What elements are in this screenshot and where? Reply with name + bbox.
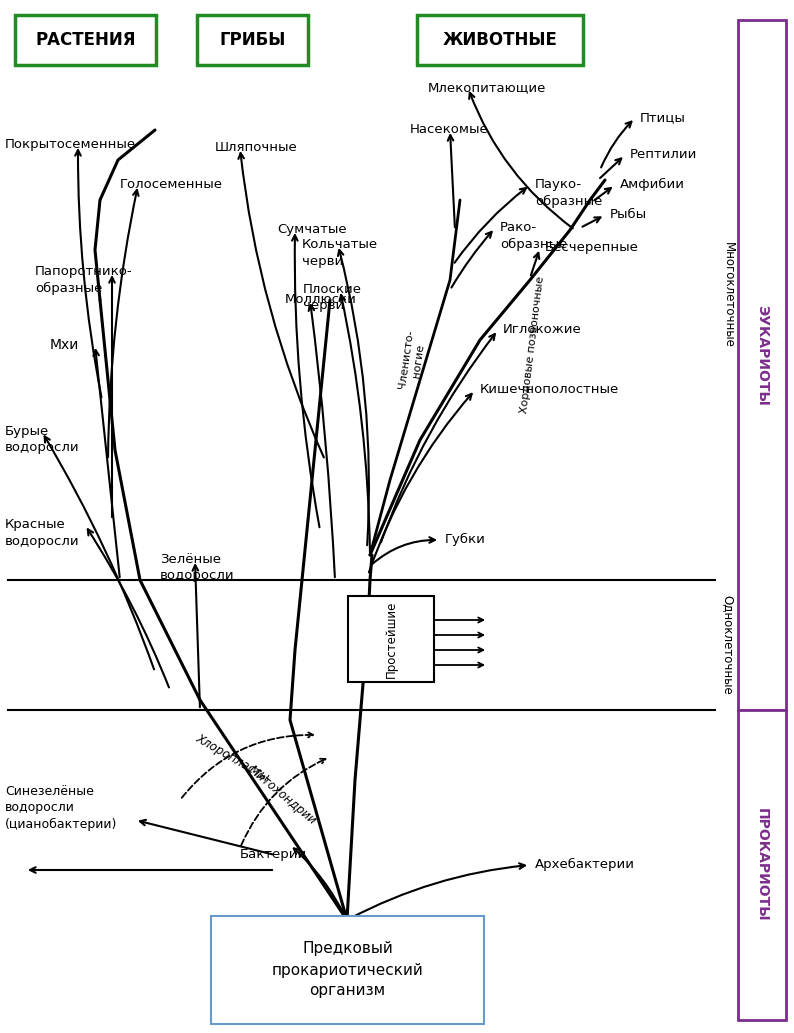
- Text: Птицы: Птицы: [640, 111, 686, 124]
- Text: Насекомые: Насекомые: [410, 123, 489, 136]
- Text: Папоротнико-
образные: Папоротнико- образные: [35, 265, 133, 294]
- Text: Бесчерепные: Бесчерепные: [545, 241, 639, 254]
- FancyBboxPatch shape: [417, 15, 583, 65]
- Text: Голосеменные: Голосеменные: [120, 178, 223, 191]
- Text: Иглокожие: Иглокожие: [503, 323, 582, 336]
- Text: Покрытосеменные: Покрытосеменные: [5, 138, 136, 151]
- Text: Сумчатые: Сумчатые: [277, 223, 347, 236]
- Text: ГРИБЫ: ГРИБЫ: [219, 31, 286, 49]
- Text: Бурые
водоросли: Бурые водоросли: [5, 425, 79, 455]
- Text: Членисто-
ногие: Членисто- ногие: [397, 328, 427, 392]
- Text: Многоклеточные: Многоклеточные: [722, 242, 734, 348]
- Text: Моллюски: Моллюски: [285, 293, 357, 306]
- Text: Синезелёные
водоросли
(цианобактерии): Синезелёные водоросли (цианобактерии): [5, 785, 118, 832]
- Text: РАСТЕНИЯ: РАСТЕНИЯ: [35, 31, 136, 49]
- Text: Зелёные
водоросли: Зелёные водоросли: [160, 553, 234, 583]
- Text: ЭУКАРИОТЫ: ЭУКАРИОТЫ: [755, 305, 769, 405]
- Text: Амфибии: Амфибии: [620, 178, 685, 191]
- Text: Шляпочные: Шляпочные: [215, 140, 298, 154]
- Text: ЖИВОТНЫЕ: ЖИВОТНЫЕ: [442, 31, 557, 49]
- Text: Мхи: Мхи: [50, 338, 79, 352]
- Text: Митохондрии: Митохондрии: [245, 762, 318, 827]
- Text: Красные
водоросли: Красные водоросли: [5, 518, 79, 547]
- Text: Млекопитающие: Млекопитающие: [428, 81, 546, 94]
- Text: Одноклеточные: Одноклеточные: [722, 595, 734, 695]
- FancyBboxPatch shape: [738, 710, 786, 1020]
- Text: Бактерии: Бактерии: [240, 848, 307, 860]
- Text: Рептилии: Рептилии: [630, 148, 697, 161]
- Text: Кишечнополостные: Кишечнополостные: [480, 383, 619, 396]
- Text: Губки: Губки: [445, 533, 486, 546]
- Text: Предковый
прокариотический
организм: Предковый прокариотический организм: [272, 941, 423, 999]
- Text: ПРОКАРИОТЫ: ПРОКАРИОТЫ: [755, 808, 769, 921]
- FancyBboxPatch shape: [15, 15, 156, 65]
- Text: Хордовые позвоночные: Хордовые позвоночные: [518, 276, 545, 414]
- FancyBboxPatch shape: [738, 20, 786, 710]
- FancyBboxPatch shape: [197, 15, 308, 65]
- FancyBboxPatch shape: [211, 916, 484, 1024]
- Text: Плоские
черви: Плоские черви: [303, 283, 362, 313]
- Text: Кольчатые
черви: Кольчатые черви: [302, 238, 378, 268]
- Text: Простейшие: Простейшие: [384, 600, 398, 678]
- Text: Рыбы: Рыбы: [610, 208, 647, 221]
- FancyBboxPatch shape: [348, 596, 434, 682]
- Text: Паукo-
образные: Паукo- образные: [535, 178, 603, 208]
- Text: Рако-
образные: Рако- образные: [500, 221, 568, 251]
- Text: Хлоропласты: Хлоропласты: [193, 731, 271, 784]
- Text: Архебактерии: Архебактерии: [535, 858, 635, 871]
